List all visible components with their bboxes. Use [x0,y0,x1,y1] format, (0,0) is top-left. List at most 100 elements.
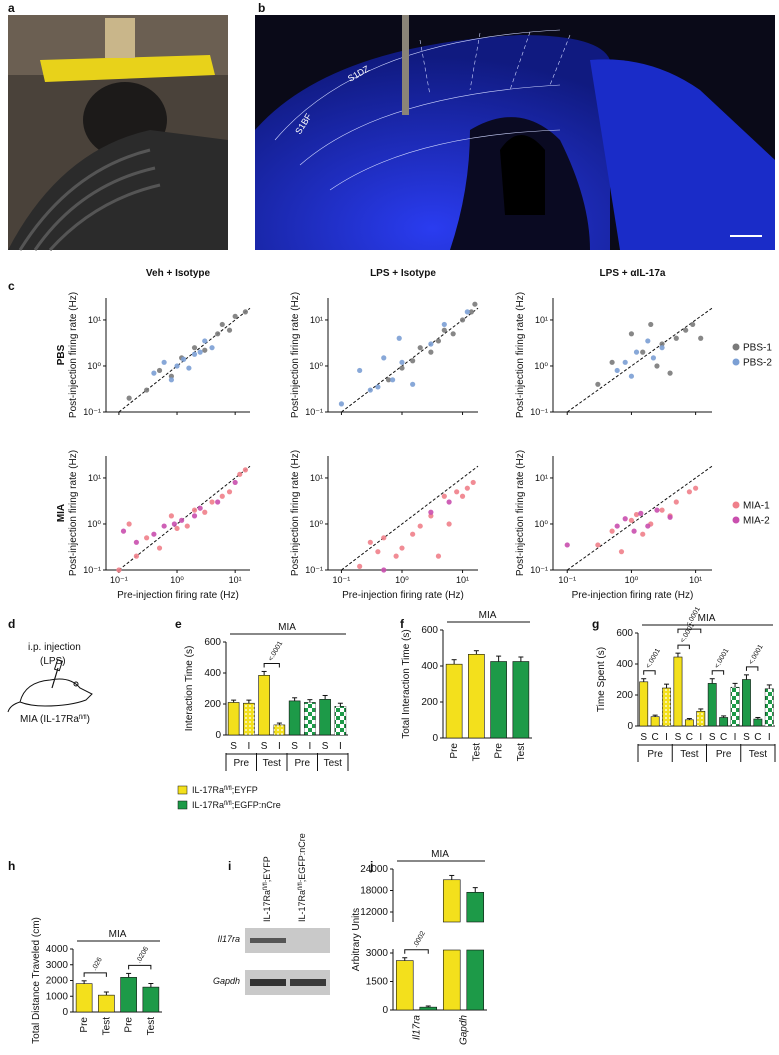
point [168,373,174,379]
y-axis-label: Post-injection firing rate (Hz) [290,450,301,576]
point [151,531,157,537]
y-tick-label: 10⁻¹ [530,407,548,417]
point [202,347,208,353]
injection-label: i.p. injection [28,642,81,653]
y-axis-label: Post-injection firing rate (Hz) [290,292,301,418]
point [171,521,177,527]
identity-line [118,307,251,413]
bar [650,716,660,727]
point [428,513,434,519]
point [683,327,689,333]
x-tick-label: 10¹ [689,575,702,585]
x-tick-label: C [686,732,693,743]
point [156,545,163,551]
bar [466,949,485,1011]
point [209,499,215,505]
point [614,367,620,374]
point [357,563,363,569]
x-tick-label: S [322,741,329,752]
point [120,528,127,534]
bar [753,718,763,727]
group-label: Test [263,758,282,769]
y-tick-label: 10⁻¹ [83,407,101,417]
group-box [638,744,775,762]
y-axis-label: Post-injection firing rate (Hz) [515,292,526,418]
point [219,321,225,328]
chart-title: Veh + Isotype [146,268,211,279]
x-tick-label: Test [146,1017,157,1036]
point [215,331,221,337]
point [232,479,238,486]
text-part: fl/fl [263,882,269,890]
y-tick-label: 10⁻¹ [305,565,323,575]
bar-pattern [730,687,740,726]
bar [445,663,463,739]
point [242,467,248,473]
y-axis-label: Post-injection firing rate (Hz) [515,450,526,576]
point [381,567,387,573]
text-part: fl/fl [224,801,232,807]
text-part: IL-17Ra [192,785,224,795]
bar [468,653,485,739]
x-tick-label: Pre [124,1017,135,1033]
y-axis-label: Total Interaction Time (s) [401,629,412,738]
axis [327,456,478,571]
group-label: Test [324,758,343,769]
x-tick-label: I [665,732,668,743]
point [191,507,198,513]
point [428,341,434,347]
point [156,367,163,374]
x-tick-label: Test [516,743,527,762]
y-tick-label: 10⁻¹ [305,407,323,417]
mouse-drawing: i.p. injection (LPS) MIA (IL-17Rafl/fl) [7,642,93,725]
y-tick-label: 18000 [360,886,388,897]
point [133,553,139,559]
point [197,505,203,511]
point [226,327,233,333]
point [215,499,221,505]
y-tick-label: 400 [421,661,438,672]
text-part: fl/fl [298,882,304,890]
bar [719,717,729,727]
point [417,345,423,351]
point [396,335,402,341]
p-value: <.0001 [748,644,765,666]
panel-label: h [8,859,15,873]
point [628,373,635,379]
bar-pattern [765,688,774,726]
point [144,535,150,541]
y-tick-label: 0 [62,1007,68,1018]
point [144,387,150,393]
bar [742,679,751,727]
point [622,359,628,365]
point [191,513,198,519]
y-tick-label: 10⁰ [87,361,101,371]
point [618,549,625,555]
x-tick-label: C [652,732,659,743]
point [450,331,456,337]
legend-label: IL-17Rafl/fl;EYFP [192,785,258,795]
bracket [677,628,702,634]
point [428,509,434,515]
y-tick-label: 0 [215,730,221,741]
x-tick-label: I [247,741,250,752]
bracket [83,972,107,977]
point [202,338,208,344]
point [161,359,167,365]
group-label: Pre [647,749,663,760]
bar [75,983,93,1013]
bracket [128,964,152,970]
point [186,365,192,371]
point [399,365,405,371]
point [410,381,416,387]
x-tick-label: Test [471,743,482,762]
x-tick-label: Test [101,1017,112,1036]
text-part: ;EYFP [262,856,272,882]
identity-line [341,307,479,413]
point [375,549,381,555]
x-tick-label: Pre [494,743,505,759]
x-tick-label: S [230,741,237,752]
bar [142,986,160,1013]
text-part: ) [87,714,90,725]
